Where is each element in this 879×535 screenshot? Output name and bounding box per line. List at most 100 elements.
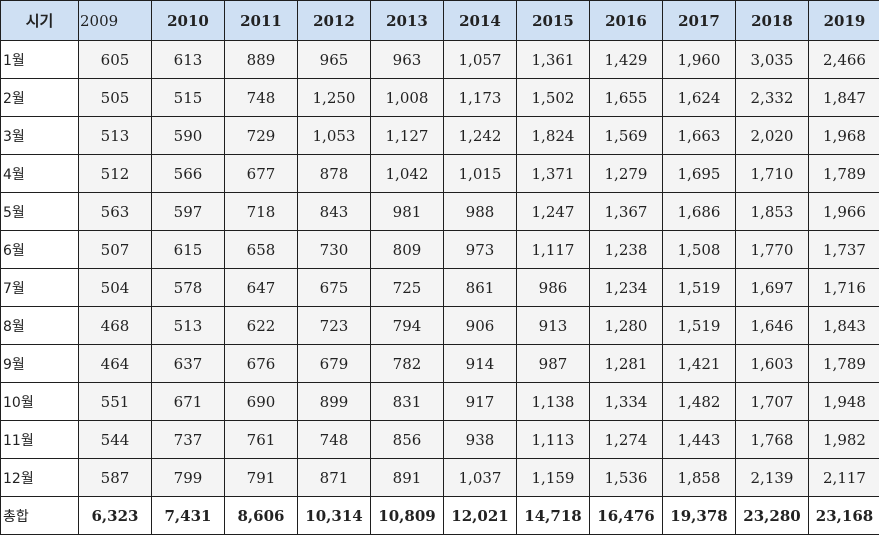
value-cell: 2,466: [808, 40, 879, 79]
value-cell: 1,361: [516, 40, 590, 79]
value-cell: 917: [443, 382, 517, 421]
value-cell: 1,519: [662, 268, 736, 307]
value-cell: 1,966: [808, 192, 879, 231]
value-cell: 963: [370, 40, 444, 79]
value-cell: 1,279: [589, 154, 663, 193]
value-cell: 761: [224, 420, 298, 459]
value-cell: 725: [370, 268, 444, 307]
value-cell: 1,173: [443, 78, 517, 117]
table-row: 4월 512 566 677 878 1,042 1,015 1,371 1,279 1,695 1…: [0, 154, 879, 193]
table-row: 2월 505 515 748 1,250 1,008 1,173 1,502 1,655 1,62…: [0, 78, 879, 117]
value-cell: 1,789: [808, 344, 879, 383]
value-cell: 590: [151, 116, 225, 155]
value-cell: 1,113: [516, 420, 590, 459]
month-label: 11월: [0, 420, 79, 459]
value-cell: 861: [443, 268, 517, 307]
value-cell: 1,281: [589, 344, 663, 383]
value-cell: 1,569: [589, 116, 663, 155]
value-cell: 1,367: [589, 192, 663, 231]
value-cell: 791: [224, 458, 298, 497]
year-header: 2018: [735, 0, 809, 41]
value-cell: 1,847: [808, 78, 879, 117]
value-cell: 1,686: [662, 192, 736, 231]
value-cell: 794: [370, 306, 444, 345]
value-cell: 891: [370, 458, 444, 497]
header-row: 시기 2009 2010 2011 2012 2013 2014 2015 2016 2017 2…: [0, 0, 879, 41]
value-cell: 1,624: [662, 78, 736, 117]
value-cell: 965: [297, 40, 371, 79]
value-cell: 871: [297, 458, 371, 497]
value-cell: 507: [78, 230, 152, 269]
value-cell: 464: [78, 344, 152, 383]
value-cell: 2,117: [808, 458, 879, 497]
value-cell: 1,853: [735, 192, 809, 231]
value-cell: 1,117: [516, 230, 590, 269]
value-cell: 843: [297, 192, 371, 231]
total-row: 총합 6,323 7,431 8,606 10,314 10,809 12,021 14,71…: [0, 496, 879, 535]
value-cell: 1,429: [589, 40, 663, 79]
value-cell: 1,334: [589, 382, 663, 421]
value-cell: 578: [151, 268, 225, 307]
value-cell: 1,707: [735, 382, 809, 421]
value-cell: 1,858: [662, 458, 736, 497]
table-row: 10월 551 671 690 899 831 917 1,138 1,334 1,482 1,70…: [0, 382, 879, 421]
value-cell: 1,695: [662, 154, 736, 193]
value-cell: 1,234: [589, 268, 663, 307]
value-cell: 1,247: [516, 192, 590, 231]
value-cell: 1,421: [662, 344, 736, 383]
month-label: 5월: [0, 192, 79, 231]
value-cell: 512: [78, 154, 152, 193]
month-label: 4월: [0, 154, 79, 193]
table-row: 6월 507 615 658 730 809 973 1,117 1,238 1,508 1,770…: [0, 230, 879, 269]
value-cell: 2,139: [735, 458, 809, 497]
value-cell: 563: [78, 192, 152, 231]
value-cell: 973: [443, 230, 517, 269]
value-cell: 1,371: [516, 154, 590, 193]
value-cell: 1,770: [735, 230, 809, 269]
value-cell: 671: [151, 382, 225, 421]
value-cell: 889: [224, 40, 298, 79]
value-cell: 1,057: [443, 40, 517, 79]
value-cell: 615: [151, 230, 225, 269]
month-label: 7월: [0, 268, 79, 307]
value-cell: 1,037: [443, 458, 517, 497]
value-cell: 1,710: [735, 154, 809, 193]
table-body: 1월 605 613 889 965 963 1,057 1,361 1,429 1,960 3,0…: [0, 40, 879, 535]
value-cell: 504: [78, 268, 152, 307]
value-cell: 1,274: [589, 420, 663, 459]
value-cell: 1,663: [662, 116, 736, 155]
month-label: 1월: [0, 40, 79, 79]
value-cell: 1,138: [516, 382, 590, 421]
value-cell: 730: [297, 230, 371, 269]
value-cell: 986: [516, 268, 590, 307]
value-cell: 1,768: [735, 420, 809, 459]
year-header: 2010: [151, 0, 225, 41]
value-cell: 987: [516, 344, 590, 383]
month-label: 3월: [0, 116, 79, 155]
value-cell: 856: [370, 420, 444, 459]
value-cell: 647: [224, 268, 298, 307]
value-cell: 718: [224, 192, 298, 231]
value-cell: 1,238: [589, 230, 663, 269]
value-cell: 1,716: [808, 268, 879, 307]
value-cell: 3,035: [735, 40, 809, 79]
value-cell: 2,332: [735, 78, 809, 117]
value-cell: 1,280: [589, 306, 663, 345]
value-cell: 1,824: [516, 116, 590, 155]
value-cell: 513: [151, 306, 225, 345]
year-header: 2016: [589, 0, 663, 41]
month-label: 2월: [0, 78, 79, 117]
year-header: 2017: [662, 0, 736, 41]
value-cell: 809: [370, 230, 444, 269]
value-cell: 737: [151, 420, 225, 459]
total-cell: 10,809: [370, 496, 444, 535]
total-cell: 14,718: [516, 496, 590, 535]
value-cell: 677: [224, 154, 298, 193]
value-cell: 1,603: [735, 344, 809, 383]
value-cell: 1,948: [808, 382, 879, 421]
value-cell: 1,053: [297, 116, 371, 155]
value-cell: 1,508: [662, 230, 736, 269]
value-cell: 729: [224, 116, 298, 155]
table-row: 11월 544 737 761 748 856 938 1,113 1,274 1,443 1,76…: [0, 420, 879, 459]
table-header: 시기 2009 2010 2011 2012 2013 2014 2015 2016 2017 2…: [0, 0, 879, 41]
